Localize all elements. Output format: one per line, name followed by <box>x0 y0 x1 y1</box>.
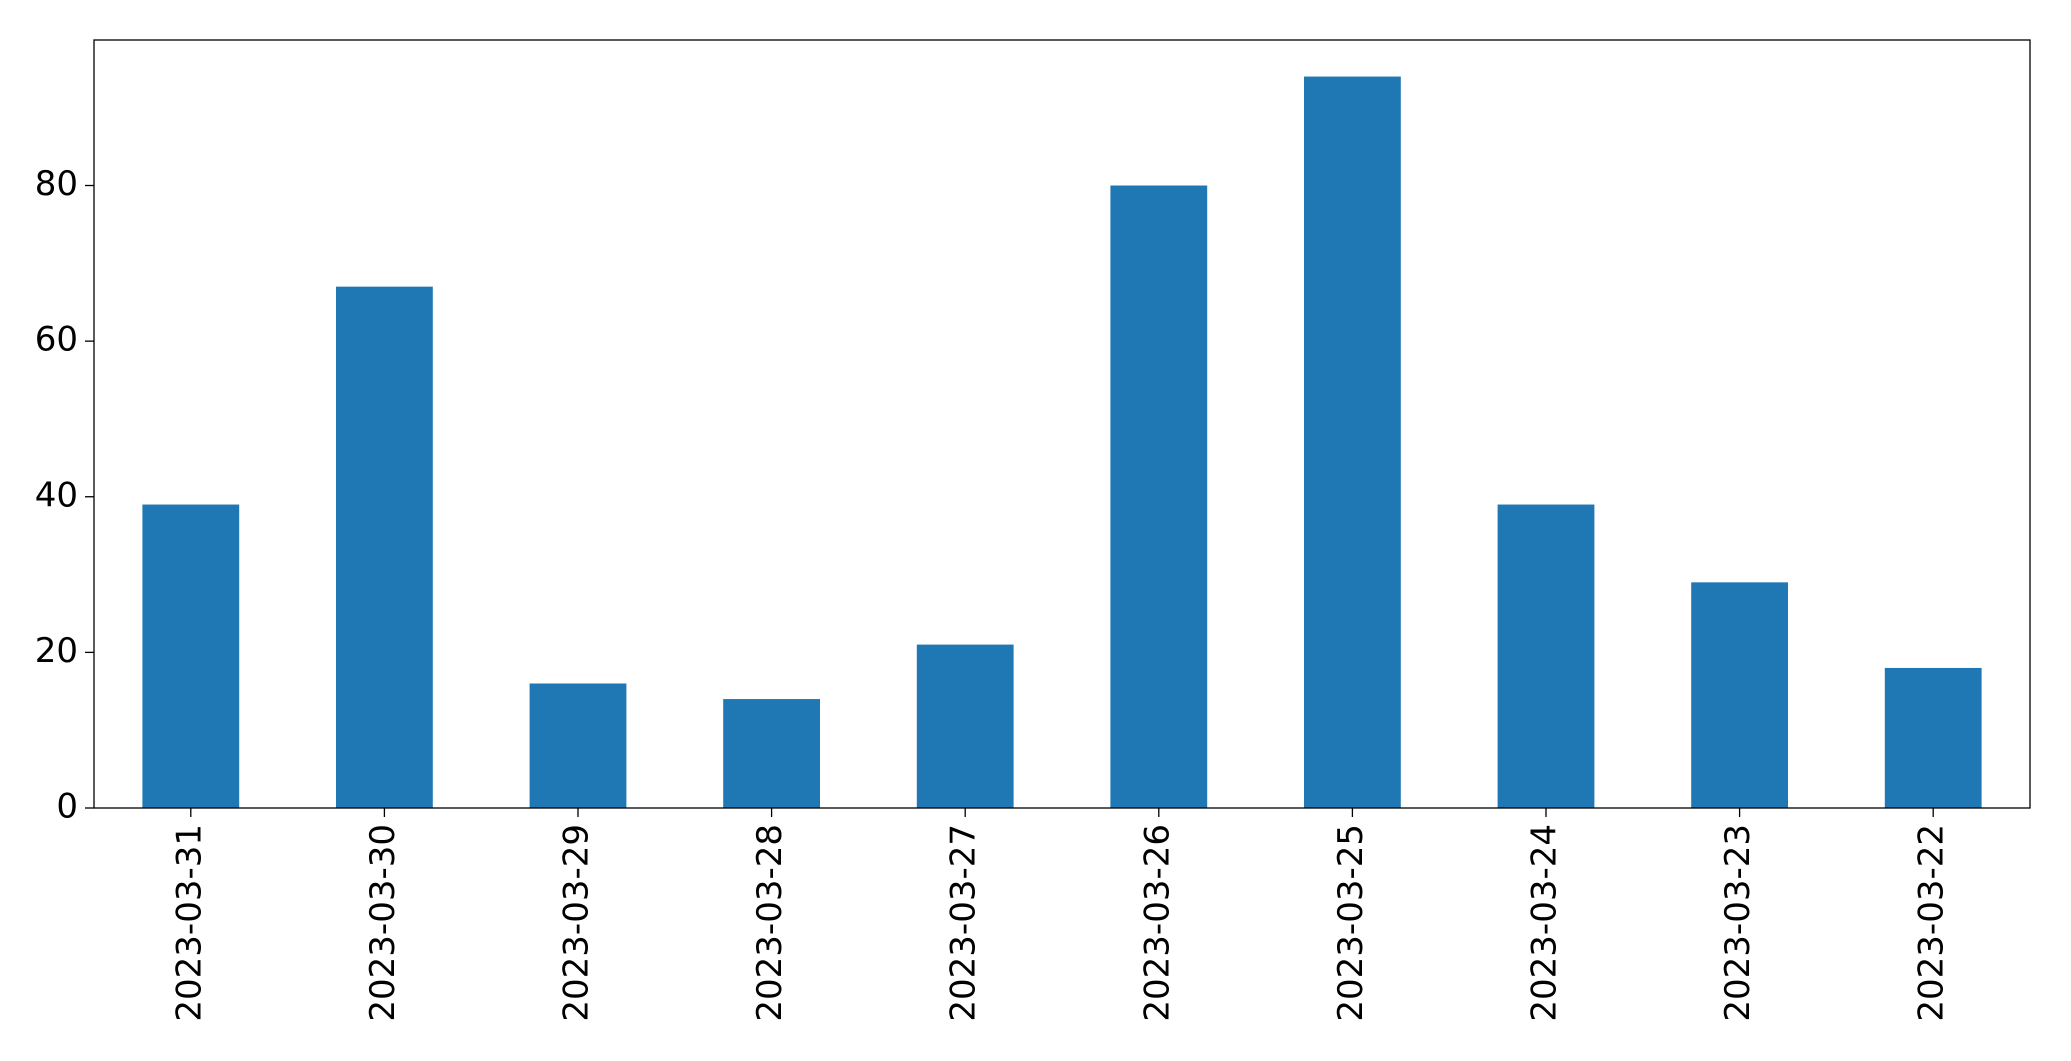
bar <box>723 699 820 808</box>
x-tick-label: 2023-03-28 <box>750 824 790 1022</box>
x-tick-label: 2023-03-22 <box>1912 824 1952 1022</box>
x-tick-label: 2023-03-24 <box>1525 824 1565 1022</box>
y-tick-label: 20 <box>35 631 78 671</box>
bar <box>916 644 1014 808</box>
y-tick-label: 80 <box>35 164 78 204</box>
x-tick-label: 2023-03-26 <box>1137 824 1177 1022</box>
x-tick-label: 2023-03-29 <box>557 824 597 1022</box>
bar <box>142 504 240 808</box>
x-tick-label: 2023-03-23 <box>1718 824 1758 1022</box>
bar <box>529 683 627 808</box>
x-tick-label: 2023-03-27 <box>944 824 984 1022</box>
x-tick-label: 2023-03-25 <box>1331 824 1371 1022</box>
y-tick-label: 60 <box>35 320 78 360</box>
x-tick-label: 2023-03-31 <box>169 824 209 1022</box>
x-tick-label: 2023-03-30 <box>363 824 403 1022</box>
y-tick-label: 40 <box>35 475 78 515</box>
bar <box>1497 504 1595 808</box>
y-tick-label: 0 <box>56 787 78 827</box>
bar <box>336 286 433 809</box>
bar <box>1110 185 1208 809</box>
axes-frame <box>93 39 2031 809</box>
bar <box>1304 76 1401 809</box>
bar <box>1884 667 1982 808</box>
bar <box>1691 582 1788 808</box>
